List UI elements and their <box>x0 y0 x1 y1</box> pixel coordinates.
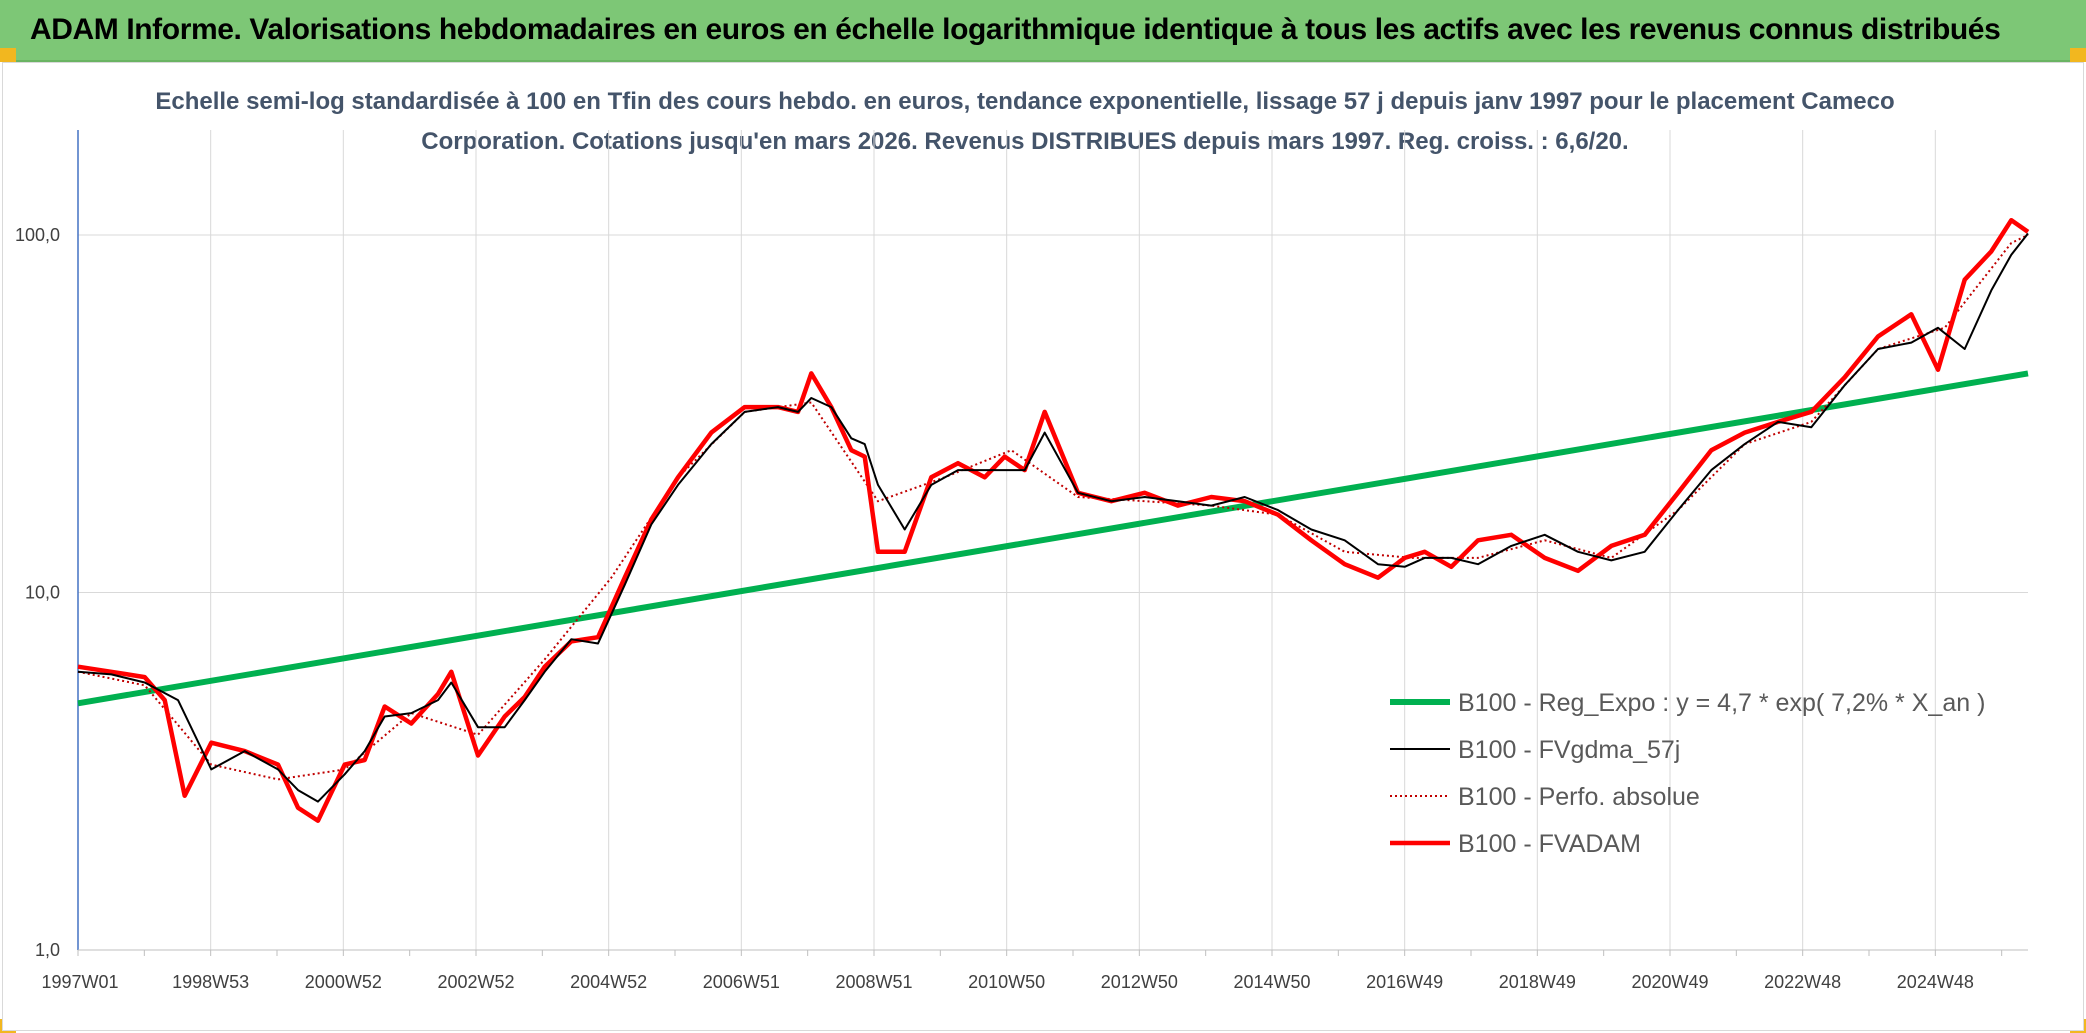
series-line-perfo- <box>77 234 2029 781</box>
corner-accent-top-left <box>0 48 16 62</box>
chart-frame <box>2 62 2084 1031</box>
legend-label-reg-expo: B100 - Reg_Expo : y = 4,7 * exp( 7,2% * … <box>1458 689 1985 717</box>
x-tick-label: 2012W50 <box>1101 972 1178 992</box>
x-tick-label: 2020W49 <box>1631 972 1708 992</box>
y-tick-label: 1,0 <box>35 940 60 960</box>
report-banner: ADAM Informe. Valorisations hebdomadaire… <box>0 0 2086 62</box>
y-tick-label: 100,0 <box>15 225 60 245</box>
legend-label-fvadam: B100 - FVADAM <box>1458 830 1641 858</box>
legend-label-fvgdma-57j: B100 - FVgdma_57j <box>1458 736 1680 764</box>
chart-title: Echelle semi-log standardisée à 100 en T… <box>155 88 1895 155</box>
series-line-fvadam <box>77 217 2030 823</box>
x-tick-label: 2016W49 <box>1366 972 1443 992</box>
x-tick-label: 2004W52 <box>570 972 647 992</box>
y-tick-label: 10,0 <box>25 583 60 603</box>
legend-label-perfo-: B100 - Perfo. absolue <box>1458 783 1700 811</box>
x-tick-label: 2018W49 <box>1499 972 1576 992</box>
x-tick-label: 1998W53 <box>172 972 249 992</box>
x-tick-label: 2010W50 <box>968 972 1045 992</box>
x-tick-label: 2022W48 <box>1764 972 1841 992</box>
x-tick-label: 2000W52 <box>305 972 382 992</box>
x-tick-label: 2002W52 <box>437 972 514 992</box>
x-tick-label: 1997W01 <box>41 972 118 992</box>
x-tick-label: 2014W50 <box>1233 972 1310 992</box>
report-title: ADAM Informe. Valorisations hebdomadaire… <box>30 13 2001 46</box>
corner-accent-top-right <box>2070 48 2086 62</box>
series-line-fvgdma-57j <box>77 232 2029 803</box>
series-line-reg-expo <box>77 370 2029 707</box>
x-tick-label: 2024W48 <box>1897 972 1974 992</box>
x-tick-label: 2008W51 <box>835 972 912 992</box>
x-tick-label: 2006W51 <box>703 972 780 992</box>
